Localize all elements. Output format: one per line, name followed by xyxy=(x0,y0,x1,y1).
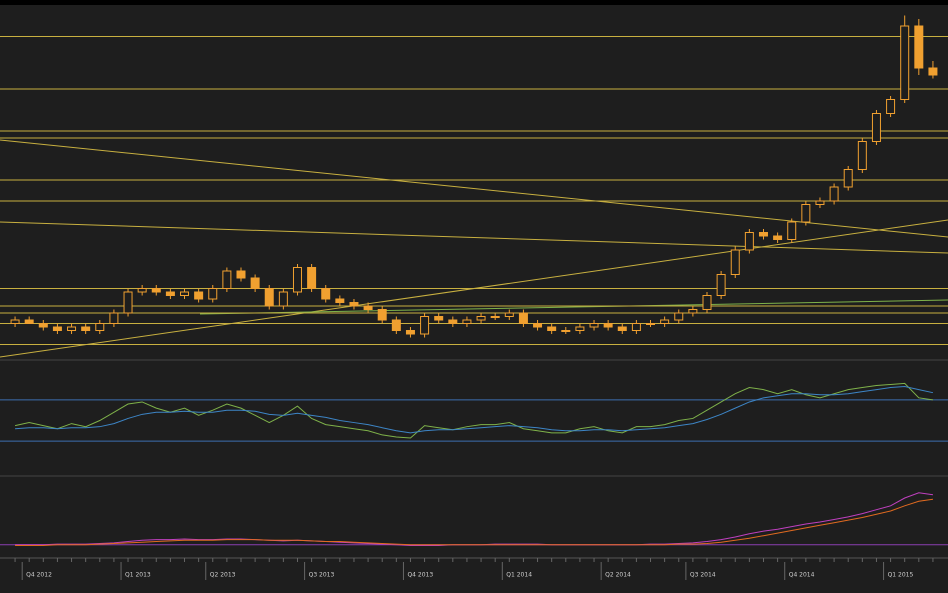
x-tick-label: Q1 2013 xyxy=(125,572,151,579)
trend-line xyxy=(0,139,948,238)
indicator-line xyxy=(14,382,934,439)
candle-body xyxy=(38,323,48,328)
candle-body xyxy=(10,319,20,324)
candle-body xyxy=(773,235,783,240)
candle-body xyxy=(871,113,881,142)
candle-body xyxy=(674,312,684,321)
candle-body xyxy=(194,291,204,300)
candle-body xyxy=(391,319,401,331)
x-tick-label: Q3 2013 xyxy=(309,572,335,579)
x-tick-label: Q1 2015 xyxy=(888,572,914,579)
trend-line xyxy=(0,221,948,254)
top-bar xyxy=(0,0,948,5)
candle-body xyxy=(222,270,232,289)
candle-body xyxy=(801,204,811,223)
candle-body xyxy=(335,298,345,303)
candle-body xyxy=(420,316,430,335)
candle-body xyxy=(787,221,797,240)
candle-body xyxy=(716,274,726,296)
candle-body xyxy=(702,295,712,310)
candle-body xyxy=(180,291,190,296)
candle-body xyxy=(462,319,472,324)
candle-body xyxy=(292,267,302,293)
candle-body xyxy=(744,232,754,251)
candle-body xyxy=(730,249,740,275)
candle-body xyxy=(476,316,486,321)
candle-body xyxy=(758,232,768,237)
candle-body xyxy=(109,312,119,324)
candle-body xyxy=(829,186,839,202)
candle-body xyxy=(504,312,514,317)
candle-body xyxy=(928,67,938,76)
candle-body xyxy=(24,319,34,324)
candle-body xyxy=(434,316,444,321)
candle-body xyxy=(208,288,218,300)
candle-body xyxy=(886,99,896,114)
candle-body xyxy=(236,270,246,279)
candle-body xyxy=(278,291,288,307)
candle-body xyxy=(631,323,641,331)
candle-body xyxy=(561,330,571,332)
candle-body xyxy=(589,323,599,328)
candle-body xyxy=(518,312,528,324)
candle-body xyxy=(165,291,175,296)
candle-body xyxy=(547,326,557,331)
candle-body xyxy=(617,326,627,331)
candle-body xyxy=(123,291,133,314)
candle-body xyxy=(533,323,543,328)
candle-body xyxy=(575,326,585,331)
candle-body xyxy=(857,141,867,170)
candle-body xyxy=(321,288,331,300)
trend-line xyxy=(199,299,948,315)
candle-body xyxy=(264,288,274,307)
candle-body xyxy=(646,323,656,325)
candle-body xyxy=(95,323,105,331)
candle-body xyxy=(67,326,77,331)
candle-body xyxy=(815,200,825,205)
candle-body xyxy=(81,326,91,331)
x-tick-label: Q4 2014 xyxy=(789,572,815,579)
x-tick-label: Q3 2014 xyxy=(690,572,716,579)
candle-body xyxy=(900,25,910,100)
candle-body xyxy=(914,25,924,69)
x-tick-label: Q1 2014 xyxy=(506,572,532,579)
candle-body xyxy=(250,277,260,289)
candle-body xyxy=(137,288,147,293)
x-tick-label: Q4 2013 xyxy=(407,572,433,579)
x-tick-label: Q2 2013 xyxy=(210,572,236,579)
x-tick-label: Q4 2012 xyxy=(26,572,52,579)
candle-body xyxy=(349,302,359,307)
candle-body xyxy=(603,323,613,328)
candle-body xyxy=(377,309,387,321)
candle-body xyxy=(660,319,670,324)
indicator-line xyxy=(15,498,934,546)
candle-body xyxy=(490,316,500,318)
candle-body xyxy=(307,267,317,289)
candle-body xyxy=(688,309,698,314)
indicator-line xyxy=(15,386,934,434)
x-tick-label: Q2 2014 xyxy=(605,572,631,579)
candle-body xyxy=(52,326,62,331)
candle-body xyxy=(843,169,853,188)
candle-body xyxy=(405,330,415,335)
candle-body xyxy=(448,319,458,324)
candle-body xyxy=(363,305,373,310)
candle-body xyxy=(151,288,161,293)
